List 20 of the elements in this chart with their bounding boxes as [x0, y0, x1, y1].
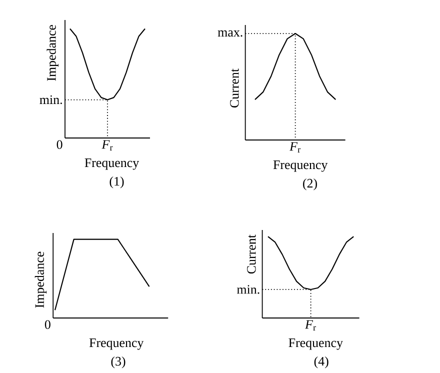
- ref-line-label: min.: [40, 96, 62, 104]
- y-axis-title: Current: [230, 68, 239, 108]
- ref-line-label: min.: [236, 285, 260, 294]
- y-axis-title: Impedance: [34, 252, 47, 308]
- text: (3): [111, 356, 126, 368]
- text: F$_{r}$: [102, 140, 113, 151]
- text: F$_{r}$: [289, 142, 301, 153]
- text: (2): [303, 178, 317, 190]
- y-axis-title: Impedance: [46, 25, 58, 82]
- text: (4): [314, 356, 328, 368]
- ref-line-label: max.: [218, 30, 242, 37]
- text: 0: [44, 320, 50, 330]
- x-axis-title: Frequency: [84, 158, 140, 170]
- x-axis-title: Frequency: [89, 338, 144, 350]
- y-axis-title: Current: [247, 234, 256, 274]
- text: 0: [56, 140, 62, 150]
- x-axis-title: Frequency: [273, 160, 328, 172]
- text: F$_{r}$: [304, 320, 316, 331]
- x-axis-title: Frequency: [288, 338, 343, 350]
- text: (1): [110, 176, 124, 188]
